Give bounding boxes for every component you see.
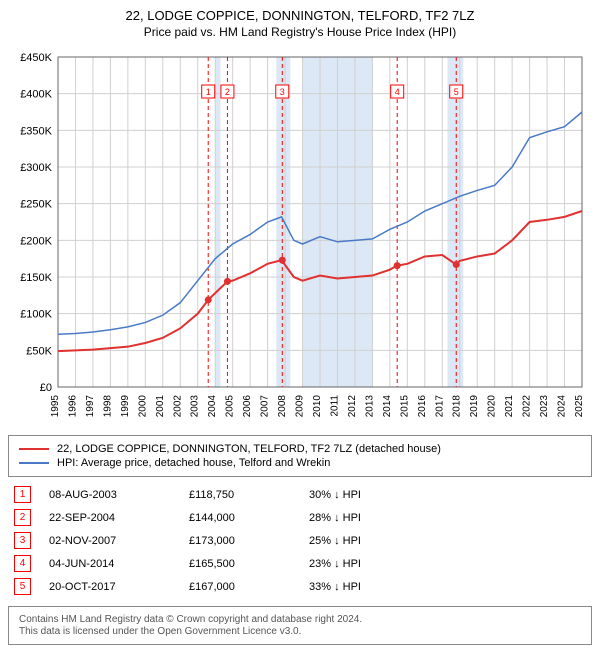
sale-date: 22-SEP-2004 xyxy=(49,512,189,524)
subtitle: Price paid vs. HM Land Registry's House … xyxy=(8,25,592,39)
sale-marker-icon: 2 xyxy=(14,509,31,526)
svg-text:£350K: £350K xyxy=(20,125,52,137)
svg-text:£50K: £50K xyxy=(26,345,52,357)
legend-swatch xyxy=(19,462,49,464)
sale-date: 20-OCT-2017 xyxy=(49,581,189,593)
svg-text:2012: 2012 xyxy=(347,395,358,418)
svg-text:1: 1 xyxy=(206,87,211,97)
attribution-line: Contains HM Land Registry data © Crown c… xyxy=(19,614,581,625)
svg-text:2024: 2024 xyxy=(557,395,568,418)
svg-text:2003: 2003 xyxy=(190,395,201,418)
svg-text:2018: 2018 xyxy=(452,395,463,418)
sale-date: 04-JUN-2014 xyxy=(49,558,189,570)
svg-text:£400K: £400K xyxy=(20,89,52,101)
svg-text:2004: 2004 xyxy=(207,395,218,418)
sale-diff: 25% ↓ HPI xyxy=(309,535,592,547)
sale-row: 5 20-OCT-2017£167,00033% ↓ HPI xyxy=(8,575,592,598)
attribution-line: This data is licensed under the Open Gov… xyxy=(19,626,581,637)
svg-text:£100K: £100K xyxy=(20,309,52,321)
sales-table: 1 08-AUG-2003£118,75030% ↓ HPI 2 22-SEP-200… xyxy=(8,483,592,598)
legend-swatch xyxy=(19,448,49,450)
sale-row: 2 22-SEP-2004£144,00028% ↓ HPI xyxy=(8,506,592,529)
svg-text:1998: 1998 xyxy=(102,395,113,418)
sale-date: 08-AUG-2003 xyxy=(49,489,189,501)
svg-text:2020: 2020 xyxy=(487,395,498,418)
svg-text:2006: 2006 xyxy=(242,395,253,418)
sale-marker-icon: 3 xyxy=(14,532,31,549)
sale-diff: 33% ↓ HPI xyxy=(309,581,592,593)
svg-text:2016: 2016 xyxy=(417,395,428,418)
svg-text:2023: 2023 xyxy=(539,395,550,418)
svg-text:£0: £0 xyxy=(40,382,52,394)
svg-text:2007: 2007 xyxy=(260,395,271,418)
svg-text:2001: 2001 xyxy=(155,395,166,418)
svg-text:£200K: £200K xyxy=(20,235,52,247)
sale-marker-icon: 4 xyxy=(14,555,31,572)
sale-price: £118,750 xyxy=(189,489,309,501)
sale-date: 02-NOV-2007 xyxy=(49,535,189,547)
attribution: Contains HM Land Registry data © Crown c… xyxy=(8,606,592,645)
svg-text:1996: 1996 xyxy=(67,395,78,418)
legend-item: 22, LODGE COPPICE, DONNINGTON, TELFORD, … xyxy=(19,442,581,456)
svg-text:3: 3 xyxy=(280,87,285,97)
legend-item: HPI: Average price, detached house, Telf… xyxy=(19,456,581,470)
svg-text:2017: 2017 xyxy=(434,395,445,418)
sale-price: £165,500 xyxy=(189,558,309,570)
svg-text:1995: 1995 xyxy=(50,395,61,418)
sale-price: £144,000 xyxy=(189,512,309,524)
sale-marker-icon: 5 xyxy=(14,578,31,595)
sale-row: 4 04-JUN-2014£165,50023% ↓ HPI xyxy=(8,552,592,575)
svg-text:£300K: £300K xyxy=(20,162,52,174)
svg-text:5: 5 xyxy=(454,87,459,97)
sale-marker-icon: 1 xyxy=(14,486,31,503)
svg-text:2022: 2022 xyxy=(522,395,533,418)
svg-text:2005: 2005 xyxy=(225,395,236,418)
svg-text:2021: 2021 xyxy=(504,395,515,418)
legend: 22, LODGE COPPICE, DONNINGTON, TELFORD, … xyxy=(8,435,592,477)
sale-price: £167,000 xyxy=(189,581,309,593)
svg-text:£450K: £450K xyxy=(20,52,52,64)
sale-row: 1 08-AUG-2003£118,75030% ↓ HPI xyxy=(8,483,592,506)
svg-text:4: 4 xyxy=(395,87,400,97)
svg-text:2011: 2011 xyxy=(329,395,340,417)
svg-text:£250K: £250K xyxy=(20,199,52,211)
svg-text:2014: 2014 xyxy=(382,395,393,418)
price-chart: £0 £50K £100K £150K £200K £250K £300K £350K £400… xyxy=(8,47,592,427)
svg-text:2002: 2002 xyxy=(172,395,183,418)
sale-diff: 28% ↓ HPI xyxy=(309,512,592,524)
svg-text:2019: 2019 xyxy=(469,395,480,418)
svg-text:1999: 1999 xyxy=(120,395,131,418)
svg-text:2015: 2015 xyxy=(399,395,410,418)
page-title: 22, LODGE COPPICE, DONNINGTON, TELFORD, … xyxy=(8,8,592,23)
sale-row: 3 02-NOV-2007£173,00025% ↓ HPI xyxy=(8,529,592,552)
legend-label: HPI: Average price, detached house, Telf… xyxy=(57,457,330,469)
svg-text:2: 2 xyxy=(225,87,230,97)
svg-text:2008: 2008 xyxy=(277,395,288,418)
svg-text:2013: 2013 xyxy=(364,395,375,418)
svg-text:2000: 2000 xyxy=(137,395,148,418)
svg-text:1997: 1997 xyxy=(85,395,96,418)
sale-diff: 23% ↓ HPI xyxy=(309,558,592,570)
svg-text:2009: 2009 xyxy=(295,395,306,418)
svg-text:£150K: £150K xyxy=(20,272,52,284)
svg-text:2010: 2010 xyxy=(312,395,323,418)
sale-price: £173,000 xyxy=(189,535,309,547)
sale-diff: 30% ↓ HPI xyxy=(309,489,592,501)
legend-label: 22, LODGE COPPICE, DONNINGTON, TELFORD, … xyxy=(57,443,441,455)
svg-text:2025: 2025 xyxy=(574,395,585,418)
